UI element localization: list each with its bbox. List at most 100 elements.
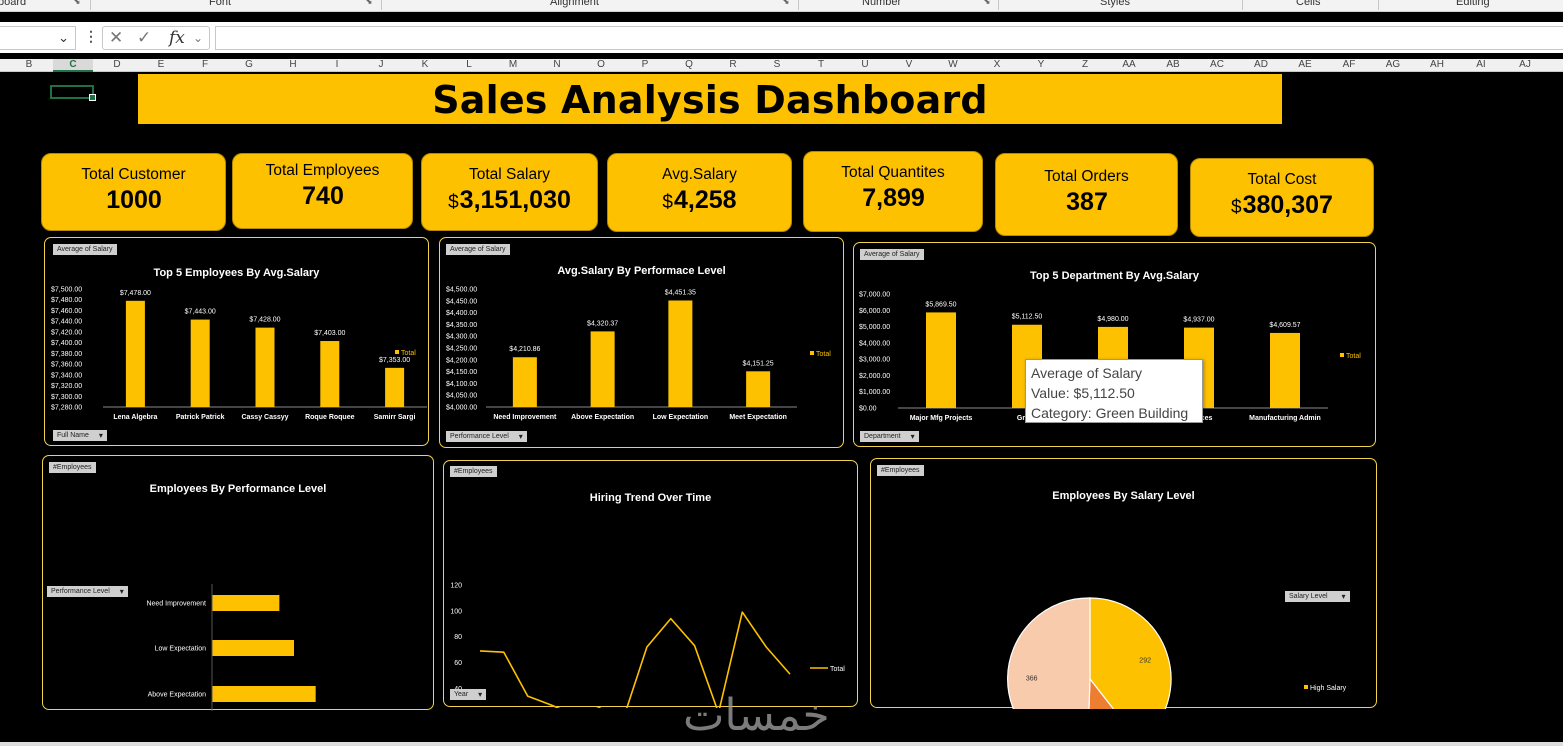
column-header-C[interactable]: C <box>53 59 93 72</box>
kpi-number: 387 <box>1066 188 1108 216</box>
data-label: 292 <box>1139 658 1151 665</box>
column-header-L[interactable]: L <box>466 59 472 70</box>
ribbon-group-cells: Cells <box>1296 0 1321 8</box>
column-header-G[interactable]: G <box>245 59 253 70</box>
kpi-card-total-orders: Total Orders 387 <box>995 153 1178 236</box>
data-label: $4,609.57 <box>1269 322 1300 329</box>
y-tick-label: $4,300.00 <box>446 334 477 341</box>
chart-panel-performance-salary[interactable]: Average of Salary Avg.Salary By Performa… <box>439 237 844 448</box>
column-header-AA[interactable]: AA <box>1122 59 1136 70</box>
data-label: $4,320.37 <box>587 320 618 327</box>
enter-icon[interactable]: ✓ <box>137 28 152 47</box>
column-header-AE[interactable]: AE <box>1298 59 1312 70</box>
chart-title: Top 5 Department By Avg.Salary <box>1030 270 1199 282</box>
cancel-icon[interactable]: ✕ <box>109 28 124 47</box>
chart-panel-salary-level[interactable]: #Employees Employees By Salary Level 292… <box>870 458 1377 709</box>
bar <box>255 327 275 407</box>
kpi-currency: $ <box>662 192 673 213</box>
column-header-R[interactable]: R <box>729 59 737 70</box>
kpi-number: 380,307 <box>1242 191 1333 219</box>
kpi-value: $3,151,030 <box>422 186 597 215</box>
y-tick-label: $4,400.00 <box>446 310 477 317</box>
kpi-value: 1000 <box>42 186 225 215</box>
y-tick-label: $7,360.00 <box>51 362 82 369</box>
ribbon-divider <box>90 0 91 10</box>
column-header-F[interactable]: F <box>201 59 209 70</box>
column-header-AI[interactable]: AI <box>1476 59 1486 70</box>
column-header-AC[interactable]: AC <box>1210 59 1224 70</box>
field-tag[interactable]: #Employees <box>877 465 924 476</box>
filter-button-salary-level[interactable]: Salary Level <box>1285 591 1350 602</box>
y-tick-label: Above Expectation <box>148 692 206 699</box>
font-launcher-icon[interactable]: ⬊ <box>365 0 373 6</box>
column-header-O[interactable]: O <box>597 59 605 70</box>
column-header-U[interactable]: U <box>861 59 869 70</box>
bar <box>590 331 615 407</box>
column-header-Y[interactable]: Y <box>1037 59 1045 70</box>
clipboard-launcher-icon[interactable]: ⬊ <box>73 0 81 6</box>
alignment-launcher-icon[interactable]: ⬊ <box>782 0 790 6</box>
active-cell-selection[interactable] <box>50 85 96 101</box>
kpi-currency: $ <box>1231 197 1242 218</box>
kpi-number: 740 <box>302 182 344 210</box>
chevron-down-icon[interactable]: ⌄ <box>58 30 69 45</box>
column-header-H[interactable]: H <box>289 59 297 70</box>
filter-button-year[interactable]: Year <box>450 689 487 700</box>
ribbon-divider <box>1378 0 1379 10</box>
column-header-S[interactable]: S <box>773 59 781 70</box>
column-header-B[interactable]: B <box>25 59 33 70</box>
formula-input[interactable] <box>215 26 1563 50</box>
column-header-AB[interactable]: AB <box>1166 59 1180 70</box>
kpi-label: Total Cost <box>1247 171 1317 188</box>
column-header-E[interactable]: E <box>157 59 165 70</box>
data-label: $4,937.00 <box>1183 317 1214 324</box>
column-header-AD[interactable]: AD <box>1254 59 1268 70</box>
column-header-AG[interactable]: AG <box>1385 59 1401 70</box>
data-label: $4,151.25 <box>743 360 774 367</box>
filter-button-performance-level[interactable]: Performance Level <box>446 431 527 442</box>
more-options-icon[interactable]: ⋮ <box>84 28 98 44</box>
column-header-Q[interactable]: Q <box>685 59 693 70</box>
chart-panel-employees-performance[interactable]: #Employees Employees By Performance Leve… <box>42 455 434 711</box>
legend-label: Total <box>1346 353 1361 360</box>
column-header-J[interactable]: J <box>378 59 384 70</box>
kpi-label: Total Salary <box>469 166 550 183</box>
column-header-N[interactable]: N <box>553 59 561 70</box>
chart-panel-hiring-trend[interactable]: #Employees Hiring Trend Over Time 120 100… <box>443 460 858 708</box>
kpi-number: 1000 <box>106 186 162 214</box>
column-header-V[interactable]: V <box>905 59 913 70</box>
x-tick-label: Above Expectation <box>571 414 634 421</box>
column-header-D[interactable]: D <box>113 59 121 70</box>
number-launcher-icon[interactable]: ⬊ <box>983 0 991 6</box>
field-tag[interactable]: Average of Salary <box>860 249 924 260</box>
column-header-AF[interactable]: AF <box>1342 59 1356 70</box>
name-box[interactable]: ⌄ <box>0 26 76 50</box>
chevron-down-icon[interactable]: ⌄ <box>193 31 204 45</box>
field-tag[interactable]: Average of Salary <box>53 244 117 255</box>
column-header-Z[interactable]: Z <box>1081 59 1089 70</box>
tooltip-category: Category: Green Building <box>1031 405 1189 421</box>
chart-panel-top-employees[interactable]: Average of Salary Top 5 Employees By Avg… <box>44 237 429 446</box>
field-tag[interactable]: #Employees <box>49 462 96 473</box>
field-tag[interactable]: #Employees <box>450 466 497 477</box>
field-tag[interactable]: Average of Salary <box>446 244 510 255</box>
data-label: 366 <box>1026 676 1038 683</box>
column-header-K[interactable]: K <box>421 59 429 70</box>
filter-button-department[interactable]: Department <box>860 431 919 442</box>
filter-button-performance-level[interactable]: Performance Level <box>47 586 128 597</box>
column-header-AH[interactable]: AH <box>1430 59 1444 70</box>
column-header-AJ[interactable]: AJ <box>1519 59 1531 70</box>
bar <box>746 371 771 407</box>
worksheet-grid[interactable]: Sales Analysis Dashboard Total Customer … <box>0 73 1563 746</box>
column-header-P[interactable]: P <box>641 59 649 70</box>
bar <box>1270 332 1300 408</box>
insert-function-icon[interactable]: fx <box>169 28 185 48</box>
data-label: $4,210.86 <box>509 346 540 353</box>
bar <box>212 640 294 656</box>
column-header-I[interactable]: I <box>335 59 339 70</box>
column-header-X[interactable]: X <box>993 59 1001 70</box>
column-header-W[interactable]: W <box>948 59 958 70</box>
filter-button-full-name[interactable]: Full Name <box>53 430 107 441</box>
column-header-T[interactable]: T <box>817 59 825 70</box>
column-header-M[interactable]: M <box>508 59 518 70</box>
